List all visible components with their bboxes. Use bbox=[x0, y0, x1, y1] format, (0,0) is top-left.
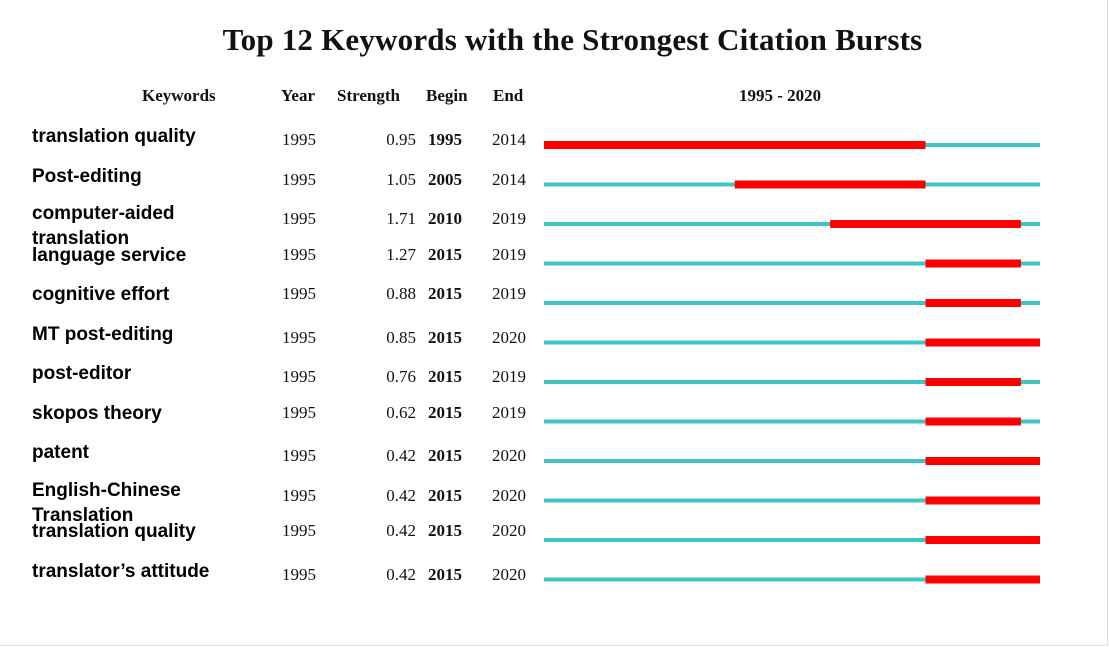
burst-bar bbox=[925, 338, 1040, 347]
end-value: 2019 bbox=[492, 284, 526, 303]
year-value: 1995 bbox=[282, 564, 316, 584]
keyword-label: English-Chinese Translation bbox=[32, 479, 181, 526]
end-value: 2019 bbox=[492, 209, 526, 228]
keyword-label: skopos theory bbox=[32, 402, 162, 424]
end-value: 2020 bbox=[492, 327, 526, 347]
begin-value: 2015 bbox=[428, 564, 462, 584]
keyword-label: translation quality bbox=[32, 521, 196, 542]
end-value: 2020 bbox=[492, 446, 526, 465]
strength-value: 0.62 bbox=[386, 402, 416, 422]
strength-value: 1.27 bbox=[386, 244, 416, 264]
year-value: 1995 bbox=[282, 402, 316, 422]
strength-value: 0.85 bbox=[386, 327, 416, 347]
strength-value: 0.88 bbox=[386, 284, 416, 303]
chart-title: Top 12 Keywords with the Strongest Citat… bbox=[222, 22, 923, 57]
header-end: End bbox=[493, 86, 524, 105]
begin-value: 1995 bbox=[428, 130, 462, 149]
begin-value: 2015 bbox=[428, 244, 462, 264]
strength-value: 1.05 bbox=[386, 169, 416, 189]
end-value: 2020 bbox=[492, 485, 526, 505]
begin-value: 2005 bbox=[428, 169, 462, 189]
strength-value: 1.71 bbox=[386, 209, 416, 228]
end-value: 2019 bbox=[492, 244, 526, 264]
year-value: 1995 bbox=[282, 130, 316, 149]
keyword-label: language service bbox=[32, 244, 187, 266]
end-value: 2020 bbox=[492, 564, 526, 584]
keyword-label: MT post-editing bbox=[32, 323, 174, 345]
year-value: 1995 bbox=[282, 367, 316, 386]
year-value: 1995 bbox=[282, 209, 316, 228]
header-begin: Begin bbox=[426, 86, 468, 105]
year-value: 1995 bbox=[282, 327, 316, 347]
begin-value: 2010 bbox=[428, 209, 462, 228]
strength-value: 0.42 bbox=[386, 446, 416, 465]
begin-value: 2015 bbox=[428, 446, 462, 465]
year-value: 1995 bbox=[282, 485, 316, 505]
year-value: 1995 bbox=[282, 521, 316, 540]
burst-bar bbox=[830, 220, 1021, 228]
begin-value: 2015 bbox=[428, 485, 462, 505]
keyword-label: translator’s attitude bbox=[32, 560, 210, 582]
burst-bar bbox=[925, 575, 1040, 584]
begin-value: 2015 bbox=[428, 284, 462, 303]
burst-bar bbox=[544, 141, 926, 149]
strength-value: 0.42 bbox=[386, 564, 416, 584]
keyword-label: patent bbox=[32, 442, 89, 463]
keyword-label: post-editor bbox=[32, 363, 132, 384]
year-value: 1995 bbox=[282, 446, 316, 465]
end-value: 2020 bbox=[492, 521, 526, 540]
header-range: 1995 - 2020 bbox=[739, 86, 822, 105]
end-value: 2014 bbox=[492, 169, 526, 189]
begin-value: 2015 bbox=[428, 367, 462, 386]
strength-value: 0.42 bbox=[386, 485, 416, 505]
keyword-label: translation quality bbox=[32, 126, 196, 147]
burst-bar bbox=[734, 180, 926, 189]
year-value: 1995 bbox=[282, 244, 316, 264]
burst-bar bbox=[925, 536, 1040, 544]
end-value: 2019 bbox=[492, 402, 526, 422]
keyword-label: Post-editing bbox=[32, 165, 142, 187]
keyword-label: computer-aided translation bbox=[32, 203, 175, 249]
end-value: 2019 bbox=[492, 367, 526, 386]
strength-value: 0.95 bbox=[386, 130, 416, 149]
burst-bar bbox=[925, 299, 1021, 307]
year-value: 1995 bbox=[282, 169, 316, 189]
header-keywords: Keywords bbox=[142, 86, 216, 105]
strength-value: 0.42 bbox=[386, 521, 416, 540]
begin-value: 2015 bbox=[428, 402, 462, 422]
keyword-label: cognitive effort bbox=[32, 284, 170, 305]
end-value: 2014 bbox=[492, 130, 526, 149]
burst-bar bbox=[925, 417, 1021, 426]
burst-bar bbox=[925, 457, 1040, 465]
begin-value: 2015 bbox=[428, 521, 462, 540]
header-year: Year bbox=[281, 86, 315, 105]
begin-value: 2015 bbox=[428, 327, 462, 347]
burst-bar bbox=[925, 496, 1040, 505]
strength-value: 0.76 bbox=[386, 367, 416, 386]
burst-bar bbox=[925, 259, 1021, 268]
burst-bar bbox=[925, 378, 1021, 386]
year-value: 1995 bbox=[282, 284, 316, 303]
header-strength: Strength bbox=[337, 86, 400, 105]
